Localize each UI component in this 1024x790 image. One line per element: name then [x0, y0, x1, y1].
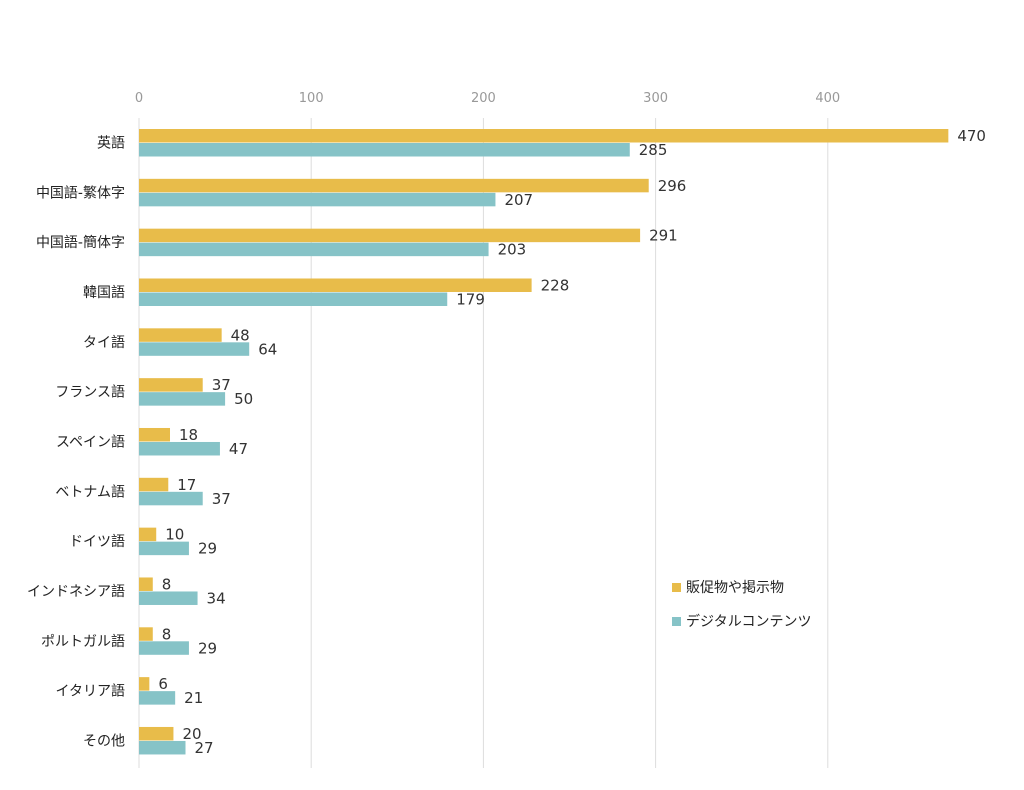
- value-label: 291: [649, 227, 678, 245]
- value-label: 8: [162, 575, 172, 593]
- category-label: 中国語-繁体字: [36, 185, 125, 201]
- category-label: スペイン語: [56, 434, 125, 450]
- category-label: ポルトガル語: [41, 634, 125, 650]
- bar-print: [139, 577, 153, 591]
- bar-print: [139, 427, 170, 442]
- category-label: タイ語: [83, 335, 125, 351]
- category-label: ベトナム語: [55, 484, 125, 500]
- category-label: イタリア語: [56, 684, 125, 700]
- tick-label-0: 0: [135, 91, 143, 106]
- bar-print: [139, 477, 169, 492]
- category-label: 韓国語: [83, 285, 125, 301]
- bar-print: [139, 378, 203, 392]
- bar-print: [139, 129, 949, 143]
- bar-print: [139, 228, 641, 243]
- value-label: 37: [212, 376, 231, 394]
- bar-digital: [139, 491, 203, 506]
- bars: [139, 129, 949, 755]
- tick-label-300: 300: [643, 91, 668, 106]
- value-label: 10: [165, 526, 184, 544]
- bar-print: [139, 278, 532, 292]
- bar-digital: [139, 441, 220, 456]
- value-label: 48: [231, 326, 250, 344]
- legend-label: デジタルコンテンツ: [686, 613, 811, 630]
- bar-digital: [139, 591, 198, 605]
- value-label: 296: [658, 177, 687, 195]
- bar-print: [139, 726, 174, 741]
- bar-print: [139, 677, 150, 691]
- bar-digital: [139, 641, 189, 655]
- bar-digital: [139, 342, 250, 356]
- legend-swatch: [672, 617, 681, 626]
- grid-lines: [138, 118, 829, 768]
- value-label: 8: [162, 625, 172, 643]
- value-label: 34: [207, 589, 226, 607]
- value-label: 47: [229, 440, 248, 458]
- bar-print: [139, 527, 157, 542]
- bar-digital: [139, 541, 189, 556]
- value-labels: 4702852962072912032281794864375018471737…: [158, 127, 986, 757]
- category-labels: 英語中国語-繁体字中国語-簡体字韓国語タイ語フランス語スペイン語ベトナム語ドイツ…: [27, 135, 125, 750]
- value-label: 17: [177, 476, 196, 494]
- value-label: 27: [194, 739, 213, 757]
- category-label: インドネシア語: [27, 584, 125, 600]
- value-label: 207: [504, 191, 533, 209]
- value-label: 18: [179, 426, 198, 444]
- value-label: 285: [639, 141, 668, 159]
- value-label: 228: [541, 276, 570, 294]
- tick-label-400: 400: [815, 91, 840, 106]
- value-label: 50: [234, 390, 253, 408]
- tick-label-100: 100: [299, 91, 324, 106]
- category-label: ドイツ語: [69, 534, 125, 550]
- bar-digital: [139, 192, 496, 207]
- bar-digital: [139, 143, 630, 157]
- bar-digital: [139, 392, 226, 406]
- bar-digital: [139, 691, 176, 705]
- value-label: 179: [456, 290, 485, 308]
- bar-digital: [139, 292, 448, 306]
- category-label: その他: [83, 733, 125, 749]
- bar-print: [139, 627, 153, 641]
- value-label: 64: [258, 340, 277, 358]
- value-label: 29: [198, 540, 217, 558]
- bar-digital: [139, 242, 489, 257]
- value-label: 20: [182, 725, 201, 743]
- category-label: 中国語-簡体字: [36, 235, 125, 251]
- x-axis-ticks: 0 100 200 300 400: [135, 91, 840, 106]
- bar-print: [139, 328, 222, 342]
- bar-digital: [139, 740, 186, 755]
- value-label: 29: [198, 639, 217, 657]
- value-label: 21: [184, 689, 203, 707]
- value-label: 470: [957, 127, 986, 145]
- tick-label-200: 200: [471, 91, 496, 106]
- category-label: 英語: [97, 135, 125, 152]
- legend-swatch: [672, 583, 681, 592]
- category-label: フランス語: [55, 385, 125, 401]
- bar-print: [139, 178, 649, 193]
- value-label: 37: [212, 490, 231, 508]
- value-label: 6: [158, 675, 168, 693]
- legend-label: 販促物や掲示物: [686, 580, 784, 596]
- value-label: 203: [498, 241, 527, 259]
